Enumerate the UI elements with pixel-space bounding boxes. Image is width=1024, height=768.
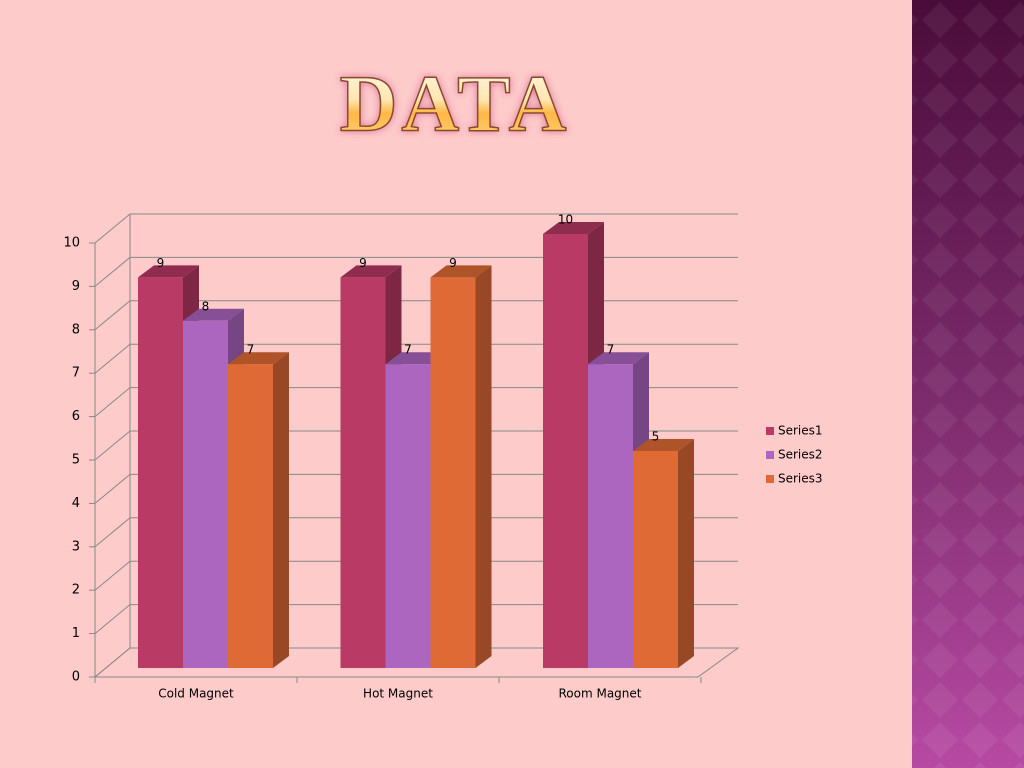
bar-top: [138, 265, 199, 278]
y-tick-label: 7: [72, 366, 80, 381]
bar-side: [273, 352, 289, 668]
grid-line: [94, 256, 738, 287]
bar: [340, 277, 386, 668]
legend-swatch: [766, 427, 774, 435]
x-tick-label: Room Magnet: [558, 687, 641, 701]
stripe-pattern: [912, 0, 1024, 768]
data-label: 7: [247, 343, 255, 357]
bar-top: [228, 352, 289, 365]
grid-line: [94, 430, 738, 461]
bar-top: [633, 439, 694, 451]
bar-side: [475, 265, 492, 668]
bar-side: [678, 439, 694, 668]
data-label: 7: [404, 343, 412, 357]
data-label: 9: [449, 256, 457, 270]
bar-top: [183, 308, 244, 321]
bar-top: [588, 352, 649, 365]
data-label: 8: [202, 299, 210, 313]
data-label: 9: [359, 256, 367, 270]
grid-line: [94, 343, 738, 374]
bar: [138, 277, 183, 668]
bar-top: [340, 265, 402, 278]
legend-label: Series1: [778, 424, 823, 438]
bar-top: [543, 222, 604, 234]
grid-line: [94, 604, 738, 634]
bar: [430, 277, 476, 668]
bar: [385, 364, 431, 668]
bar: [588, 364, 633, 668]
bar: [543, 234, 588, 668]
grid-line: [94, 560, 738, 591]
grid-line: [94, 517, 738, 548]
y-tick-label: 6: [72, 409, 80, 424]
chart-title: DATA: [340, 60, 571, 148]
y-tick-label: 3: [72, 539, 80, 554]
legend-label: Series2: [778, 448, 823, 462]
data-label: 5: [652, 430, 660, 444]
bar-top: [430, 265, 492, 278]
y-tick-label: 1: [72, 626, 80, 641]
grid-line: [94, 473, 738, 504]
legend-swatch: [766, 451, 774, 459]
y-tick-label: 5: [72, 453, 80, 468]
grid-line: [94, 300, 738, 331]
data-label: 7: [607, 343, 615, 357]
y-tick-label: 10: [63, 236, 80, 251]
y-tick-label: 2: [72, 583, 80, 598]
grid-line: [94, 213, 738, 244]
x-tick-label: Cold Magnet: [158, 687, 234, 701]
y-tick-label: 4: [72, 496, 80, 511]
grid-line: [94, 647, 738, 678]
y-tick-label: 9: [72, 279, 80, 294]
data-label: 9: [157, 256, 165, 270]
bar: [183, 320, 228, 668]
x-tick-label: Hot Magnet: [363, 687, 433, 701]
y-tick-label: 0: [72, 670, 80, 685]
bar: [228, 364, 273, 668]
y-tick-label: 8: [72, 322, 80, 337]
bar: [633, 451, 678, 668]
grid-line: [94, 387, 738, 417]
legend-swatch: [766, 475, 774, 483]
data-label: 10: [558, 213, 573, 227]
legend-label: Series3: [778, 472, 823, 486]
